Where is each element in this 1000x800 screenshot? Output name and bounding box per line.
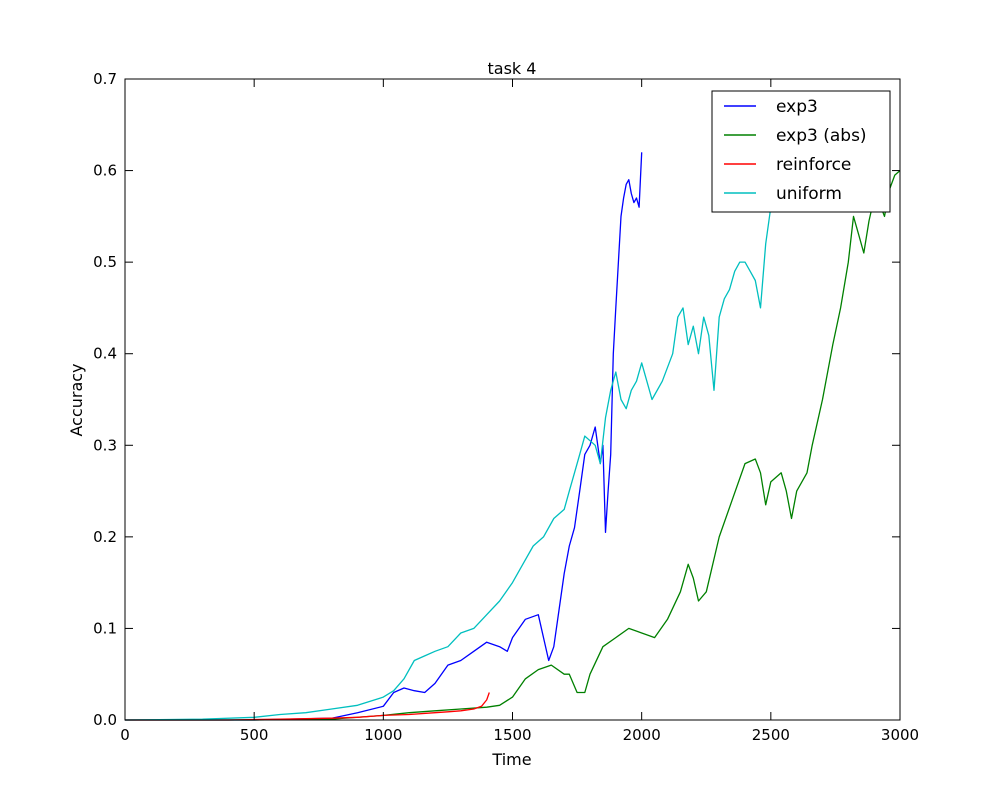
- legend-box: [711, 90, 891, 213]
- y-tick-label: 0.6: [93, 162, 117, 180]
- series-layer: [124, 152, 901, 721]
- x-tick-label: 500: [240, 726, 269, 744]
- series-line-0: [125, 152, 643, 721]
- legend-label-0: exp3: [776, 97, 818, 117]
- x-tick-label: 1500: [493, 726, 531, 744]
- x-tick-label: 0: [120, 726, 130, 744]
- ticks-layer: 0 500 1000 1500 2000 2500 3000 0.0 0.1 0.2 0.3 0.4 0…: [93, 70, 919, 744]
- y-tick-label: 0.4: [93, 345, 117, 363]
- y-tick-label: 0.3: [93, 436, 117, 454]
- y-tick-label: 0.5: [93, 253, 117, 271]
- series-line-3: [124, 207, 772, 721]
- y-tick-label: 0.1: [93, 619, 117, 637]
- legend-label-1: exp3 (abs): [776, 126, 867, 146]
- series-line-1: [125, 170, 901, 721]
- chart-title: task 4: [488, 59, 537, 78]
- legend: exp3 exp3 (abs) reinforce uniform: [711, 90, 891, 213]
- y-axis-label: Accuracy: [67, 363, 86, 436]
- y-tick-label: 0.0: [93, 711, 117, 729]
- y-tick-label: 0.7: [93, 70, 117, 88]
- y-tick-label: 0.2: [93, 528, 117, 546]
- legend-label-2: reinforce: [776, 155, 851, 175]
- x-axis-label: Time: [491, 750, 531, 769]
- x-tick-label: 1000: [364, 726, 402, 744]
- x-tick-label: 2500: [752, 726, 790, 744]
- x-tick-label: 3000: [881, 726, 919, 744]
- series-line-2: [125, 692, 490, 721]
- x-tick-label: 2000: [623, 726, 661, 744]
- legend-label-3: uniform: [776, 184, 842, 204]
